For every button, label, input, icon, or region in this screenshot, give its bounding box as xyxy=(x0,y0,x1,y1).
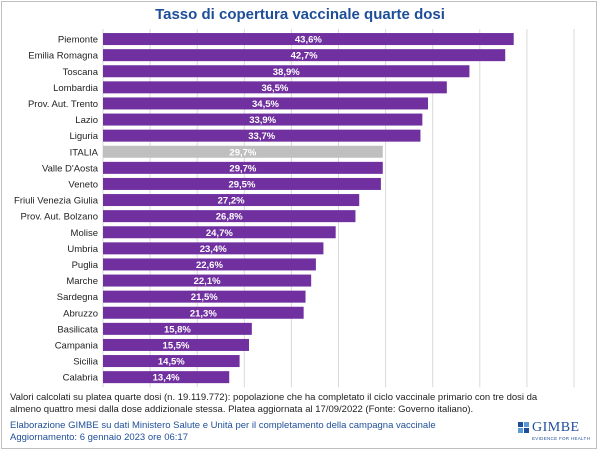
x-tick-label: 0% xyxy=(96,391,110,392)
gimbe-logo-icon xyxy=(518,422,529,433)
value-label: 15,5% xyxy=(163,340,190,351)
category-label: Campania xyxy=(55,340,99,351)
value-label: 21,5% xyxy=(191,292,218,303)
chart-title: Tasso di copertura vaccinale quarte dosi xyxy=(155,6,445,23)
bar xyxy=(103,210,356,223)
category-label: Abruzzo xyxy=(63,308,98,319)
value-label: 24,7% xyxy=(206,228,233,239)
x-tick-label: 25% xyxy=(329,391,349,392)
category-label: Sicilia xyxy=(73,357,99,368)
bar xyxy=(103,290,306,303)
footer-update: Aggiornamento: 6 gennaio 2023 ore 06:17 xyxy=(10,432,188,443)
value-label: 14,5% xyxy=(158,357,185,368)
category-label: Emilia Romagna xyxy=(28,51,98,62)
value-label: 27,2% xyxy=(218,196,245,207)
bar xyxy=(103,81,447,94)
value-label: 22,6% xyxy=(196,260,223,271)
value-label: 29,7% xyxy=(229,163,256,174)
category-label: Basilicata xyxy=(57,324,98,335)
bar xyxy=(103,177,381,190)
x-tick-label: 5% xyxy=(143,391,157,392)
value-label: 36,5% xyxy=(261,83,288,94)
category-label: Lazio xyxy=(75,115,98,126)
chart-note: Valori calcolati su platea quarte dosi (… xyxy=(10,392,538,415)
bar xyxy=(103,97,428,110)
bar xyxy=(103,258,316,271)
value-label: 42,7% xyxy=(291,51,318,62)
category-label: Puglia xyxy=(72,260,99,271)
value-label: 29,5% xyxy=(228,179,255,190)
category-label: Prov. Aut. Trento xyxy=(28,99,98,110)
brand-name: GIMBE xyxy=(532,420,580,435)
value-label: 13,4% xyxy=(153,373,180,384)
value-label: 33,7% xyxy=(248,131,275,142)
bar-chart: 0% 5% 10% 15% 20% 25% 30% 35% 40% 45% 50% Piemonte 4… xyxy=(14,29,584,392)
category-label: Friuli Venezia Giulia xyxy=(14,196,99,207)
chart-footer: Elaborazione GIMBE su dati Ministero Sal… xyxy=(10,420,480,444)
category-label: Veneto xyxy=(68,179,98,190)
value-label: 15,8% xyxy=(164,324,191,335)
category-label: Piemonte xyxy=(58,35,98,46)
bar xyxy=(103,355,240,368)
value-label: 26,8% xyxy=(216,212,243,223)
value-label: 22,1% xyxy=(194,276,221,287)
bar xyxy=(103,161,383,174)
bar xyxy=(103,194,360,207)
bar xyxy=(103,242,324,255)
bar xyxy=(103,145,383,158)
x-tick-label: 35% xyxy=(423,391,443,392)
category-label: Molise xyxy=(71,228,98,239)
footer-source: Elaborazione GIMBE su dati Ministero Sal… xyxy=(10,420,436,431)
value-label: 33,9% xyxy=(249,115,276,126)
x-tick-label: 45% xyxy=(517,391,537,392)
value-label: 43,6% xyxy=(295,35,322,46)
x-tick-label: 20% xyxy=(282,391,302,392)
category-label: ITALIA xyxy=(70,147,99,158)
bar xyxy=(103,274,312,287)
x-tick-label: 40% xyxy=(470,391,490,392)
category-label: Liguria xyxy=(69,131,98,142)
category-label: Prov. Aut. Bolzano xyxy=(21,212,98,223)
category-label: Valle D'Aosta xyxy=(42,163,99,174)
x-tick-label: 15% xyxy=(235,391,255,392)
category-label: Calabria xyxy=(63,373,99,384)
bar xyxy=(103,49,506,62)
category-label: Marche xyxy=(66,276,98,287)
category-label: Umbria xyxy=(67,244,98,255)
category-label: Lombardia xyxy=(53,83,99,94)
bar xyxy=(103,226,336,239)
bar xyxy=(103,371,230,384)
value-label: 38,9% xyxy=(273,67,300,78)
gimbe-logo: GIMBE EVIDENCE FOR HEALTH xyxy=(518,420,594,443)
value-label: 23,4% xyxy=(200,244,227,255)
bar xyxy=(103,338,250,351)
bar xyxy=(103,65,470,78)
category-label: Toscana xyxy=(63,67,99,78)
bar xyxy=(103,33,514,46)
value-label: 34,5% xyxy=(252,99,279,110)
x-tick-label: 30% xyxy=(376,391,396,392)
bar xyxy=(103,129,421,142)
bar xyxy=(103,113,423,126)
brand-tagline: EVIDENCE FOR HEALTH xyxy=(532,436,591,441)
x-tick-label: 10% xyxy=(188,391,208,392)
value-label: 21,3% xyxy=(190,308,217,319)
category-label: Sardegna xyxy=(57,292,99,303)
bar xyxy=(103,322,252,335)
bar xyxy=(103,306,304,319)
value-label: 29,7% xyxy=(229,147,256,158)
x-tick-label: 50% xyxy=(564,391,584,392)
